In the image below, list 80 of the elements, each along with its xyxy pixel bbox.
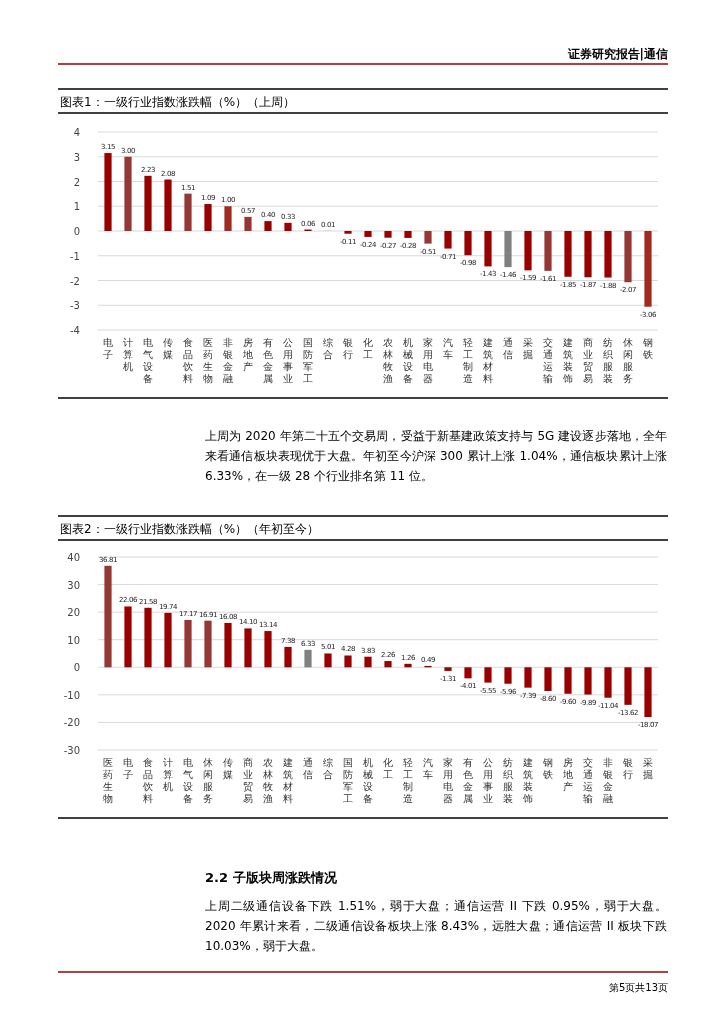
x-tick-label: 交通运输: [583, 757, 593, 804]
y-tick-label: 30: [67, 579, 80, 591]
x-tick-label: 化工: [363, 337, 373, 360]
x-tick-label: 有色金属: [463, 757, 473, 804]
x-tick-label: 电子: [103, 337, 113, 360]
x-tick-label: 食品饮料: [142, 757, 153, 804]
chart-title: 图表1：一级行业指数涨跌幅（%）（上周）: [60, 95, 296, 109]
text: 2.2 子版块周涨跌情况: [205, 869, 337, 887]
y-tick-label: -1: [70, 250, 80, 262]
x-tick-label: 银行: [622, 757, 633, 780]
text: 第5页共13页: [608, 981, 668, 995]
x-tick-label: 农林牧渔: [382, 337, 393, 384]
x-tick-label: 采掘: [643, 757, 653, 780]
x-tick-label: 房地产: [562, 757, 573, 792]
x-tick-label: 机械设备: [403, 337, 413, 384]
x-tick-label: 轻工制造: [403, 757, 413, 804]
x-tick-label: 钢铁: [642, 337, 653, 360]
y-tick-label: -4: [70, 325, 80, 336]
x-tick-label: 交通运输: [543, 337, 553, 384]
y-tick-label: 4: [73, 127, 80, 138]
x-tick-label: 银行: [342, 337, 353, 360]
x-tick-label: 食品饮料: [182, 337, 193, 384]
x-tick-label: 传媒: [163, 337, 173, 360]
y-tick-label: 0: [73, 662, 80, 674]
x-tick-label: 计算机: [163, 757, 173, 792]
y-tick-label: -3: [70, 300, 80, 312]
y-tick-label: 0: [73, 226, 80, 237]
y-tick-label: -2: [70, 275, 80, 287]
x-tick-label: 电气设备: [183, 757, 193, 804]
x-tick-label: 家用电器: [443, 757, 453, 804]
x-tick-label: 公用事业: [283, 337, 293, 384]
x-tick-label: 汽车: [443, 337, 453, 360]
x-tick-label: 纺织服装: [503, 757, 513, 804]
y-tick-label: 1: [73, 201, 80, 213]
x-tick-label: 建筑材料: [482, 337, 493, 384]
x-tick-label: 计算机: [123, 337, 133, 372]
x-tick-label: 机械设备: [363, 757, 373, 804]
x-tick-label: 房地产: [242, 337, 253, 372]
x-tick-label: 电气设备: [143, 337, 153, 384]
x-tick-label: 非银金融: [222, 337, 233, 384]
y-tick-label: 20: [67, 607, 80, 619]
x-tick-label: 医药生物: [103, 757, 113, 804]
x-tick-label: 有色金属: [263, 337, 273, 384]
x-tick-label: 纺织服装: [603, 337, 613, 384]
x-tick-label: 休闲服务: [623, 337, 633, 384]
x-tick-label: 建筑装饰: [562, 337, 573, 384]
x-tick-label: 休闲服务: [203, 757, 213, 804]
y-tick-label: -10: [63, 689, 80, 701]
x-tick-label: 建筑装饰: [522, 757, 533, 804]
x-tick-label: 电子: [123, 757, 133, 780]
x-tick-label: 化工: [383, 757, 393, 780]
x-tick-label: 建筑材料: [282, 757, 293, 804]
x-tick-label: 国防军工: [343, 757, 353, 804]
x-tick-label: 商业贸易: [243, 757, 253, 804]
x-tick-label: 通信: [503, 337, 513, 360]
x-tick-label: 汽车: [423, 757, 433, 780]
x-tick-label: 非银金融: [602, 757, 613, 804]
y-tick-label: 2: [73, 176, 80, 188]
x-tick-label: 农林牧渔: [262, 757, 273, 804]
x-tick-label: 家用电器: [423, 337, 433, 384]
x-tick-label: 钢铁: [542, 757, 553, 780]
text: 上周为 2020 年第二十五个交易周，受益于新基建政策支持与 5G 建设逐步落地，全年来看通信板块表现优于大盘。年初至今沪深 300 累计上涨 1.04%，通信板块累计上涨 6.33%，在一级 28 个行业排名第 11 位。: [205, 428, 667, 485]
x-tick-label: 通信: [303, 757, 313, 780]
text: 证券研究报告|通信: [567, 46, 668, 63]
text: 上周二级通信设备下跌 1.51%，弱于大盘；通信运营 II 下跌 0.95%，弱于大盘。2020 年累计来看，二级通信设备板块上涨 8.43%，远胜大盘；通信运营 II 板块下跌 10.03%，弱于大盘。: [205, 898, 667, 955]
x-tick-label: 公用事业: [483, 757, 493, 804]
y-tick-label: -20: [63, 717, 80, 729]
x-tick-label: 综合: [323, 337, 333, 360]
chart-title: 图表2：一级行业指数涨跌幅（%）（年初至今）: [60, 522, 320, 536]
x-tick-label: 商业贸易: [583, 337, 593, 384]
x-tick-label: 采掘: [523, 337, 533, 360]
x-tick-label: 医药生物: [203, 337, 213, 384]
x-tick-label: 传媒: [223, 757, 233, 780]
y-tick-label: -30: [63, 745, 80, 756]
x-tick-label: 国防军工: [303, 337, 313, 384]
x-tick-label: 综合: [323, 757, 333, 780]
y-tick-label: 10: [67, 634, 80, 646]
x-tick-label: 轻工制造: [463, 337, 473, 384]
y-tick-label: 40: [67, 552, 80, 563]
y-tick-label: 3: [73, 151, 80, 163]
